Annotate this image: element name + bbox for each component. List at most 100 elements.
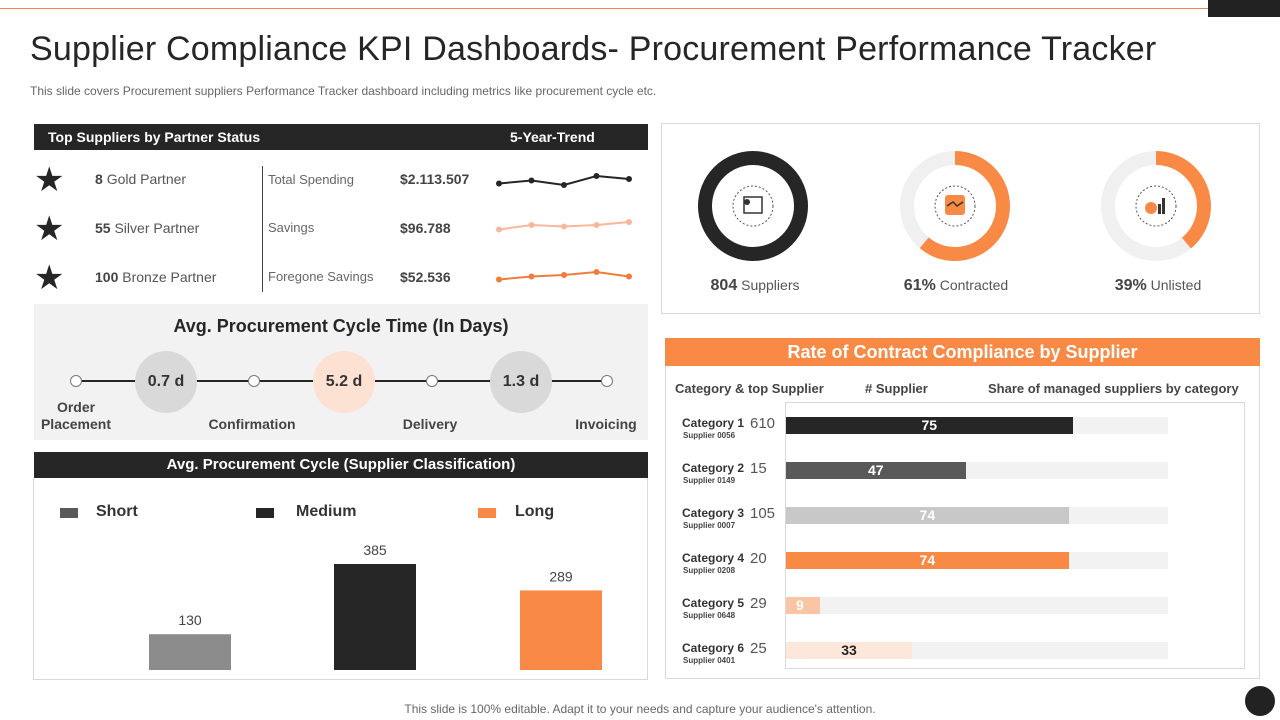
compliance-header: Rate of Contract Compliance by Supplier — [665, 338, 1260, 366]
legend-swatch-medium — [256, 508, 274, 518]
sparkline-point — [593, 173, 600, 179]
page-subtitle: This slide covers Procurement suppliers … — [30, 84, 657, 98]
category-label: Category 3 — [682, 506, 745, 520]
sparkline-point — [626, 219, 632, 225]
share-bar-fill — [786, 642, 913, 659]
silver-star-icon: ★ — [34, 210, 65, 248]
share-bar-track: 74 — [786, 507, 1168, 524]
share-bar-fill — [786, 462, 966, 479]
step-confirmation: Confirmation — [208, 416, 296, 432]
legend-swatch-short — [60, 508, 78, 518]
cycle-time-title: Avg. Procurement Cycle Time (In Days) — [173, 316, 509, 336]
kpi-unlisted: 39% Unlisted — [1114, 277, 1202, 294]
kpi-suppliers: 804 Suppliers — [710, 277, 800, 294]
legend-swatch-long — [478, 508, 496, 518]
column-header-supplier-count: # Supplier — [865, 381, 928, 396]
sparkline-point — [528, 177, 535, 184]
sparkline-point — [496, 180, 502, 187]
share-bar-track: 33 — [786, 642, 1168, 659]
sparkline-point — [626, 273, 632, 280]
share-value-label: 47 — [867, 462, 884, 478]
donut-unlisted — [1101, 151, 1211, 261]
legend-label-medium: Medium — [296, 503, 357, 520]
top-supplier-label: Supplier 0208 — [683, 566, 736, 575]
sparkline-point — [561, 272, 567, 278]
donut-fill — [900, 151, 1010, 261]
top-supplier-label: Supplier 0007 — [683, 521, 736, 530]
sparkline-point — [561, 182, 567, 188]
supplier-count: 610 — [750, 415, 776, 432]
donut-fill — [1101, 151, 1211, 261]
category-label: Category 1 — [682, 416, 745, 430]
share-bar-fill — [786, 597, 821, 614]
category-label: Category 5 — [682, 596, 745, 610]
share-bar-track: 75 — [786, 417, 1168, 434]
category-label: Category 4 — [682, 551, 745, 565]
metric-label: Foregone Savings — [268, 269, 374, 284]
metric-label: Savings — [268, 220, 315, 235]
share-bar-track: 74 — [786, 552, 1168, 569]
share-bar-fill — [786, 507, 1069, 524]
step-delivery: Delivery — [402, 416, 458, 432]
step-invoicing: Invoicing — [575, 416, 637, 432]
supplier-count: 29 — [750, 595, 767, 612]
footer-note: This slide is 100% editable. Adapt it to… — [404, 702, 876, 716]
share-bar-track: 47 — [786, 462, 1168, 479]
bar-value-label: 130 — [178, 612, 202, 628]
donut-suppliers — [698, 151, 808, 261]
donut-contracted — [900, 151, 1010, 261]
sparkline-point — [561, 223, 567, 230]
kpi-summary-panel — [661, 123, 1260, 314]
top-supplier-label: Supplier 0648 — [683, 611, 736, 620]
sparkline-point — [593, 269, 600, 275]
top-supplier-label: Supplier 0056 — [683, 431, 736, 440]
sparkline-point — [593, 222, 600, 228]
share-bar-fill — [786, 552, 1069, 569]
share-value-label: 75 — [921, 417, 938, 433]
supplier-icon — [732, 185, 774, 227]
trend-title: 5-Year-Trend — [510, 129, 595, 145]
classification-panel — [33, 478, 648, 680]
bar-long — [520, 590, 602, 670]
metric-value: $52.536 — [400, 269, 451, 285]
share-value-label: 33 — [841, 642, 857, 658]
divider — [262, 166, 263, 292]
share-value-label: 74 — [919, 552, 936, 568]
column-header-share: Share of managed suppliers by category — [988, 381, 1239, 396]
bar-value-label: 385 — [363, 542, 387, 558]
supplier-count: 105 — [750, 505, 776, 522]
top-accent-line — [0, 8, 1208, 9]
classification-bar-chart: 130 385 289 — [149, 542, 602, 670]
page-title: Supplier Compliance KPI Dashboards- Proc… — [30, 30, 1157, 68]
sparkline-point — [626, 176, 632, 182]
top-suppliers-title: Top Suppliers by Partner Status — [48, 129, 261, 145]
supplier-icon-shape — [743, 196, 763, 214]
metric-value: $2.113.507 — [400, 171, 470, 187]
duration-bubble: 0.7 d — [135, 351, 197, 413]
growth-chart-icon-shape — [1162, 198, 1165, 214]
step-order-placement: Order Placement — [40, 399, 112, 432]
sparkline-point — [528, 222, 535, 228]
top-supplier-label: Supplier 0401 — [683, 656, 736, 665]
bar-medium — [334, 564, 416, 670]
sparkline-point — [528, 273, 535, 280]
column-header-category: Category & top Supplier — [675, 381, 824, 396]
category-label: Category 6 — [682, 641, 745, 655]
duration-bubble: 1.3 d — [490, 351, 552, 413]
partner-silver: 55 Silver Partner — [95, 220, 200, 236]
supplier-count: 25 — [750, 640, 767, 657]
handshake-icon — [934, 185, 976, 227]
category-label: Category 2 — [682, 461, 745, 475]
donut-fill — [698, 151, 808, 261]
partner-bronze: 100 Bronze Partner — [95, 269, 217, 285]
bronze-star-icon: ★ — [34, 259, 65, 297]
share-value-label: 74 — [919, 507, 936, 523]
growth-chart-icon-shape — [1158, 204, 1161, 214]
legend-label-short: Short — [96, 503, 138, 520]
top-suppliers-header: Top Suppliers by Partner Status 5-Year-T… — [34, 124, 648, 150]
timeline-node — [601, 375, 613, 387]
timeline-node — [426, 375, 438, 387]
metric-value: $96.788 — [400, 220, 451, 236]
share-value-label: 9 — [796, 597, 804, 613]
kpi-contracted: 61% Contracted — [903, 277, 1009, 294]
